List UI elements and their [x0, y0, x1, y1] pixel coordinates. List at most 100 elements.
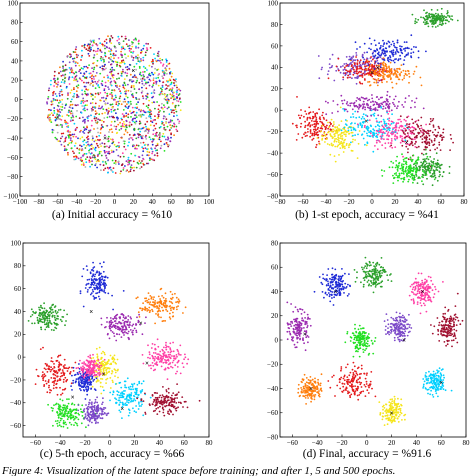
scatter-point	[169, 318, 172, 320]
scatter-point	[107, 371, 110, 373]
scatter-point	[139, 130, 142, 133]
scatter-point	[108, 321, 111, 324]
scatter-point	[124, 100, 127, 103]
scatter-point	[144, 136, 147, 138]
scatter-point	[138, 60, 141, 63]
scatter-point	[174, 357, 177, 360]
scatter-point	[370, 56, 372, 58]
scatter-point	[97, 107, 100, 110]
scatter-point	[150, 296, 153, 299]
scatter-point	[142, 147, 145, 150]
scatter-point	[95, 278, 97, 280]
scatter-point	[61, 93, 64, 96]
scatter-point	[388, 129, 391, 132]
scatter-point	[83, 107, 86, 109]
scatter-point	[378, 128, 381, 130]
scatter-point	[43, 307, 46, 310]
scatter-point	[401, 130, 404, 132]
scatter-point	[424, 15, 427, 18]
scatter-point	[426, 17, 429, 20]
scatter-point	[168, 353, 171, 356]
scatter-point	[56, 78, 59, 81]
scatter-point	[314, 112, 317, 115]
scatter-point	[169, 342, 172, 345]
scatter-point	[101, 67, 104, 70]
scatter-point	[424, 142, 427, 144]
scatter-point	[134, 106, 137, 109]
scatter-point	[107, 362, 109, 365]
scatter-point	[161, 135, 164, 138]
scatter-point	[349, 104, 352, 107]
scatter-point	[436, 147, 439, 149]
scatter-point	[321, 139, 323, 141]
scatter-point	[378, 79, 381, 82]
scatter-point	[344, 72, 347, 75]
scatter-point	[175, 354, 178, 356]
scatter-point	[408, 175, 410, 177]
scatter-point	[85, 128, 88, 131]
scatter-point	[107, 171, 109, 174]
scatter-point	[148, 351, 151, 353]
scatter-point	[147, 110, 150, 113]
scatter-point	[456, 19, 459, 22]
scatter-point	[344, 147, 346, 150]
scatter-point	[386, 51, 388, 53]
x-tick-label: 80	[461, 198, 469, 206]
scatter-point	[179, 109, 182, 112]
scatter-point	[111, 358, 114, 361]
scatter-point	[436, 164, 438, 166]
scatter-point	[135, 297, 138, 300]
y-tick-label: −60	[7, 154, 18, 162]
scatter-point	[151, 354, 154, 357]
scatter-point	[372, 133, 374, 136]
scatter-point	[370, 64, 373, 66]
scatter-point	[59, 111, 62, 114]
scatter-point	[333, 123, 335, 126]
scatter-point	[95, 64, 98, 67]
scatter-point	[372, 113, 375, 116]
scatter-point	[152, 82, 155, 84]
scatter-point	[165, 346, 167, 349]
scatter-point	[391, 130, 394, 133]
scatter-point	[134, 154, 137, 157]
scatter-point	[405, 174, 408, 177]
scatter-point	[40, 328, 43, 331]
scatter-point	[440, 134, 443, 137]
scatter-point	[380, 169, 383, 172]
scatter-point	[337, 68, 339, 70]
scatter-point	[319, 118, 322, 121]
scatter-point	[155, 82, 158, 84]
scatter-point	[52, 94, 54, 97]
scatter-point	[132, 117, 135, 120]
scatter-point	[368, 80, 371, 83]
scatter-point	[355, 68, 358, 71]
scatter-point	[89, 43, 91, 46]
scatter-point	[127, 319, 130, 321]
scatter-point	[176, 366, 179, 368]
scatter-point	[343, 66, 346, 69]
scatter-point	[112, 52, 115, 55]
scatter-point	[375, 96, 378, 98]
scatter-point	[96, 44, 99, 47]
scatter-point	[409, 164, 412, 167]
scatter-point	[83, 85, 86, 88]
scatter-point	[382, 61, 385, 63]
scatter-point	[86, 156, 89, 159]
scatter-point	[379, 129, 382, 132]
scatter-point	[371, 134, 374, 137]
scatter-point	[39, 348, 42, 350]
scatter-point	[112, 109, 115, 112]
scatter-point	[181, 362, 184, 365]
scatter-point	[399, 48, 402, 51]
scatter-point	[142, 71, 144, 73]
scatter-point	[151, 121, 154, 124]
scatter-point	[72, 379, 75, 382]
scatter-point	[168, 144, 170, 147]
scatter-point	[67, 92, 69, 94]
scatter-point	[410, 132, 413, 135]
scatter-point	[384, 62, 387, 65]
scatter-point	[372, 78, 375, 80]
scatter-point	[106, 74, 109, 77]
scatter-point	[362, 56, 364, 59]
scatter-point	[146, 299, 148, 302]
